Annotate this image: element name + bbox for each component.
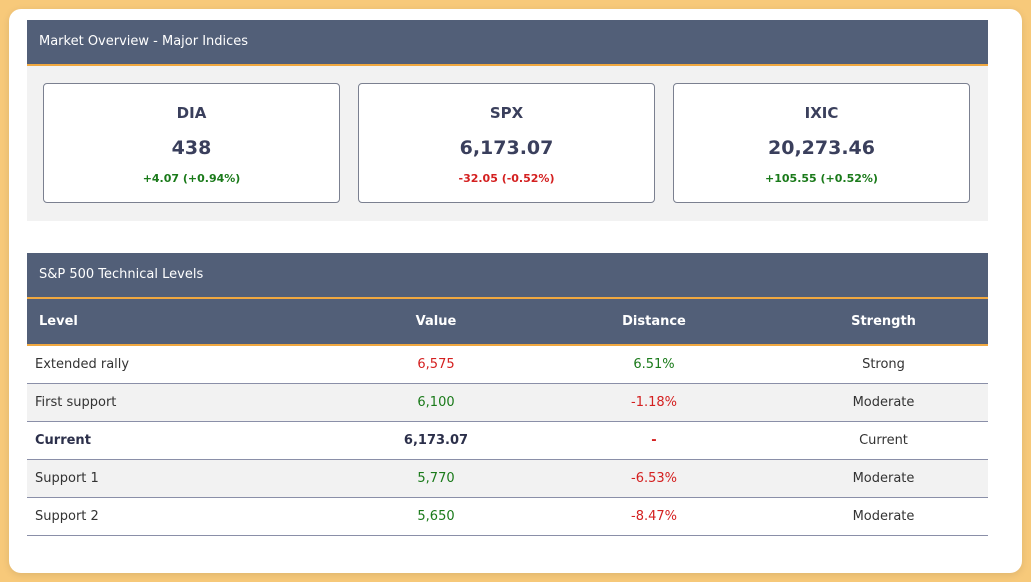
- strength-cell: Moderate: [779, 459, 988, 498]
- column-header-level: Level: [27, 299, 343, 346]
- index-symbol: IXIC: [804, 104, 839, 122]
- table-row: Support 1 5,770 -6.53% Moderate: [27, 459, 988, 498]
- market-overview-title: Market Overview - Major Indices: [39, 34, 249, 49]
- table-row: First support 6,100 -1.18% Moderate: [27, 383, 988, 422]
- distance-cell: 6.51%: [529, 345, 779, 384]
- technical-levels-header: S&P 500 Technical Levels: [27, 253, 988, 299]
- index-change: +4.07 (+0.94%): [142, 172, 241, 185]
- technical-levels-title: S&P 500 Technical Levels: [39, 267, 204, 282]
- level-cell: Current: [27, 421, 343, 460]
- strength-cell: Current: [779, 421, 988, 460]
- indices-panel: DIA 438 +4.07 (+0.94%) SPX 6,173.07 -32.…: [27, 66, 988, 221]
- technical-levels-table: Level Value Distance Strength Extended r…: [27, 299, 988, 536]
- table-row: Support 2 5,650 -8.47% Moderate: [27, 497, 988, 536]
- index-value: 438: [171, 137, 212, 159]
- level-cell: Extended rally: [27, 345, 343, 384]
- table-row: Current 6,173.07 - Current: [27, 421, 988, 460]
- strength-cell: Strong: [779, 345, 988, 384]
- column-header-strength: Strength: [779, 299, 988, 346]
- index-card-spx: SPX 6,173.07 -32.05 (-0.52%): [358, 83, 655, 203]
- index-value: 20,273.46: [768, 137, 875, 159]
- distance-cell: -: [529, 421, 779, 460]
- strength-cell: Moderate: [779, 383, 988, 422]
- index-card-ixic: IXIC 20,273.46 +105.55 (+0.52%): [673, 83, 970, 203]
- column-header-value: Value: [343, 299, 529, 346]
- strength-cell: Moderate: [779, 497, 988, 536]
- index-value: 6,173.07: [459, 137, 554, 159]
- index-card-dia: DIA 438 +4.07 (+0.94%): [43, 83, 340, 203]
- distance-cell: -1.18%: [529, 383, 779, 422]
- table-row: Extended rally 6,575 6.51% Strong: [27, 345, 988, 384]
- market-overview-header: Market Overview - Major Indices: [27, 20, 988, 66]
- value-cell: 5,770: [343, 459, 529, 498]
- index-symbol: SPX: [489, 104, 524, 122]
- distance-cell: -8.47%: [529, 497, 779, 536]
- table-header-row: Level Value Distance Strength: [27, 299, 988, 346]
- index-change: +105.55 (+0.52%): [765, 172, 878, 185]
- index-symbol: DIA: [176, 104, 207, 122]
- level-cell: First support: [27, 383, 343, 422]
- index-change: -32.05 (-0.52%): [458, 172, 555, 185]
- value-cell: 6,173.07: [343, 421, 529, 460]
- level-cell: Support 1: [27, 459, 343, 498]
- level-cell: Support 2: [27, 497, 343, 536]
- column-header-distance: Distance: [529, 299, 779, 346]
- value-cell: 6,100: [343, 383, 529, 422]
- value-cell: 5,650: [343, 497, 529, 536]
- value-cell: 6,575: [343, 345, 529, 384]
- distance-cell: -6.53%: [529, 459, 779, 498]
